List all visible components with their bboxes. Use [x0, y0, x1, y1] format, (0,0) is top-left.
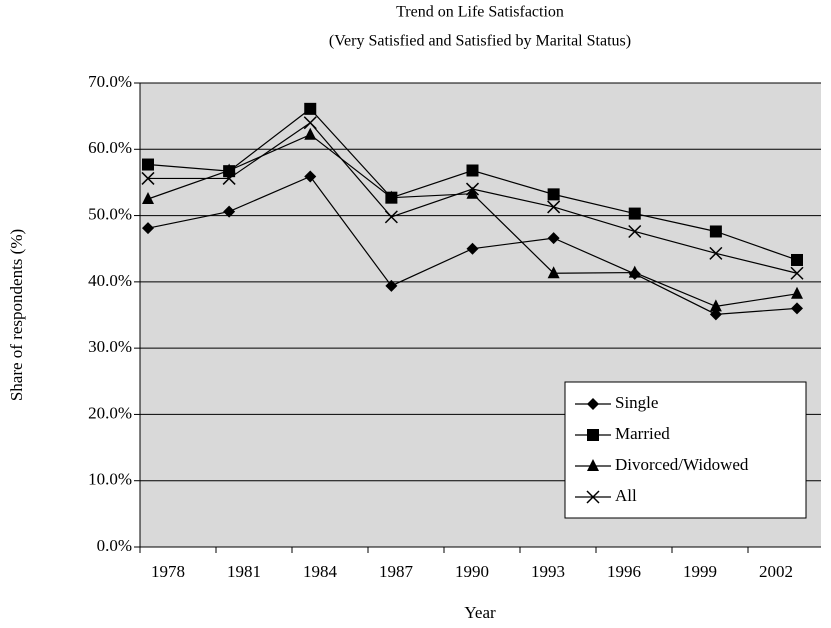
marker [628, 224, 642, 239]
y-tick-label: 70.0% [88, 72, 132, 91]
marker [587, 459, 599, 471]
marker [709, 299, 722, 312]
x-tick-label: 2002 [759, 562, 793, 581]
legend-label: All [615, 486, 637, 505]
x-tick-label: 1999 [683, 562, 717, 581]
marker [791, 286, 803, 299]
marker [141, 171, 155, 185]
marker [223, 163, 236, 176]
y-tick-label: 60.0% [88, 138, 132, 157]
marker [304, 127, 317, 140]
marker [466, 186, 479, 199]
x-tick-label: 1990 [455, 562, 489, 581]
y-tick-label: 0.0% [97, 536, 132, 555]
y-axis-label: Share of respondents (%) [7, 229, 26, 401]
x-tick-label: 1981 [227, 562, 261, 581]
marker [547, 266, 560, 279]
marker [547, 232, 560, 245]
marker [142, 192, 154, 204]
legend-label: Single [615, 393, 658, 412]
marker [790, 266, 804, 280]
chart-title: Trend on Life Satisfaction [396, 4, 564, 21]
chart-subtitle: (Very Satisfied and Satisfied by Marital… [329, 33, 631, 50]
x-tick-label: 1993 [531, 562, 565, 581]
marker [142, 158, 154, 171]
y-tick-label: 10.0% [88, 470, 132, 489]
marker [223, 205, 236, 218]
x-tick-label: 1987 [379, 562, 414, 581]
marker [586, 490, 600, 504]
marker [304, 102, 317, 115]
y-tick-label: 20.0% [88, 403, 132, 422]
marker [791, 302, 803, 315]
marker [466, 242, 479, 255]
x-tick-label: 1978 [151, 562, 185, 581]
marker [791, 253, 803, 266]
marker [628, 265, 641, 278]
marker [547, 188, 560, 201]
marker [142, 222, 154, 235]
y-tick-label: 50.0% [88, 204, 132, 223]
marker [628, 207, 641, 220]
marker [465, 182, 480, 196]
y-tick-label: 40.0% [88, 271, 132, 290]
x-tick-label: 1984 [303, 562, 338, 581]
x-axis-label: Year [464, 603, 496, 622]
legend-label: Divorced/Widowed [615, 455, 749, 474]
marker [303, 116, 317, 130]
marker [466, 164, 479, 177]
marker [547, 200, 561, 214]
x-tick-label: 1996 [607, 562, 641, 581]
legend-box [564, 381, 807, 519]
marker [384, 210, 398, 224]
marker [304, 170, 317, 183]
marker [709, 225, 722, 238]
marker [587, 398, 599, 410]
y-tick-label: 30.0% [88, 337, 132, 356]
marker [587, 429, 599, 441]
marker [709, 246, 723, 260]
marker [385, 279, 398, 292]
marker [222, 171, 236, 185]
legend-label: Married [615, 424, 670, 443]
marker [385, 190, 398, 203]
